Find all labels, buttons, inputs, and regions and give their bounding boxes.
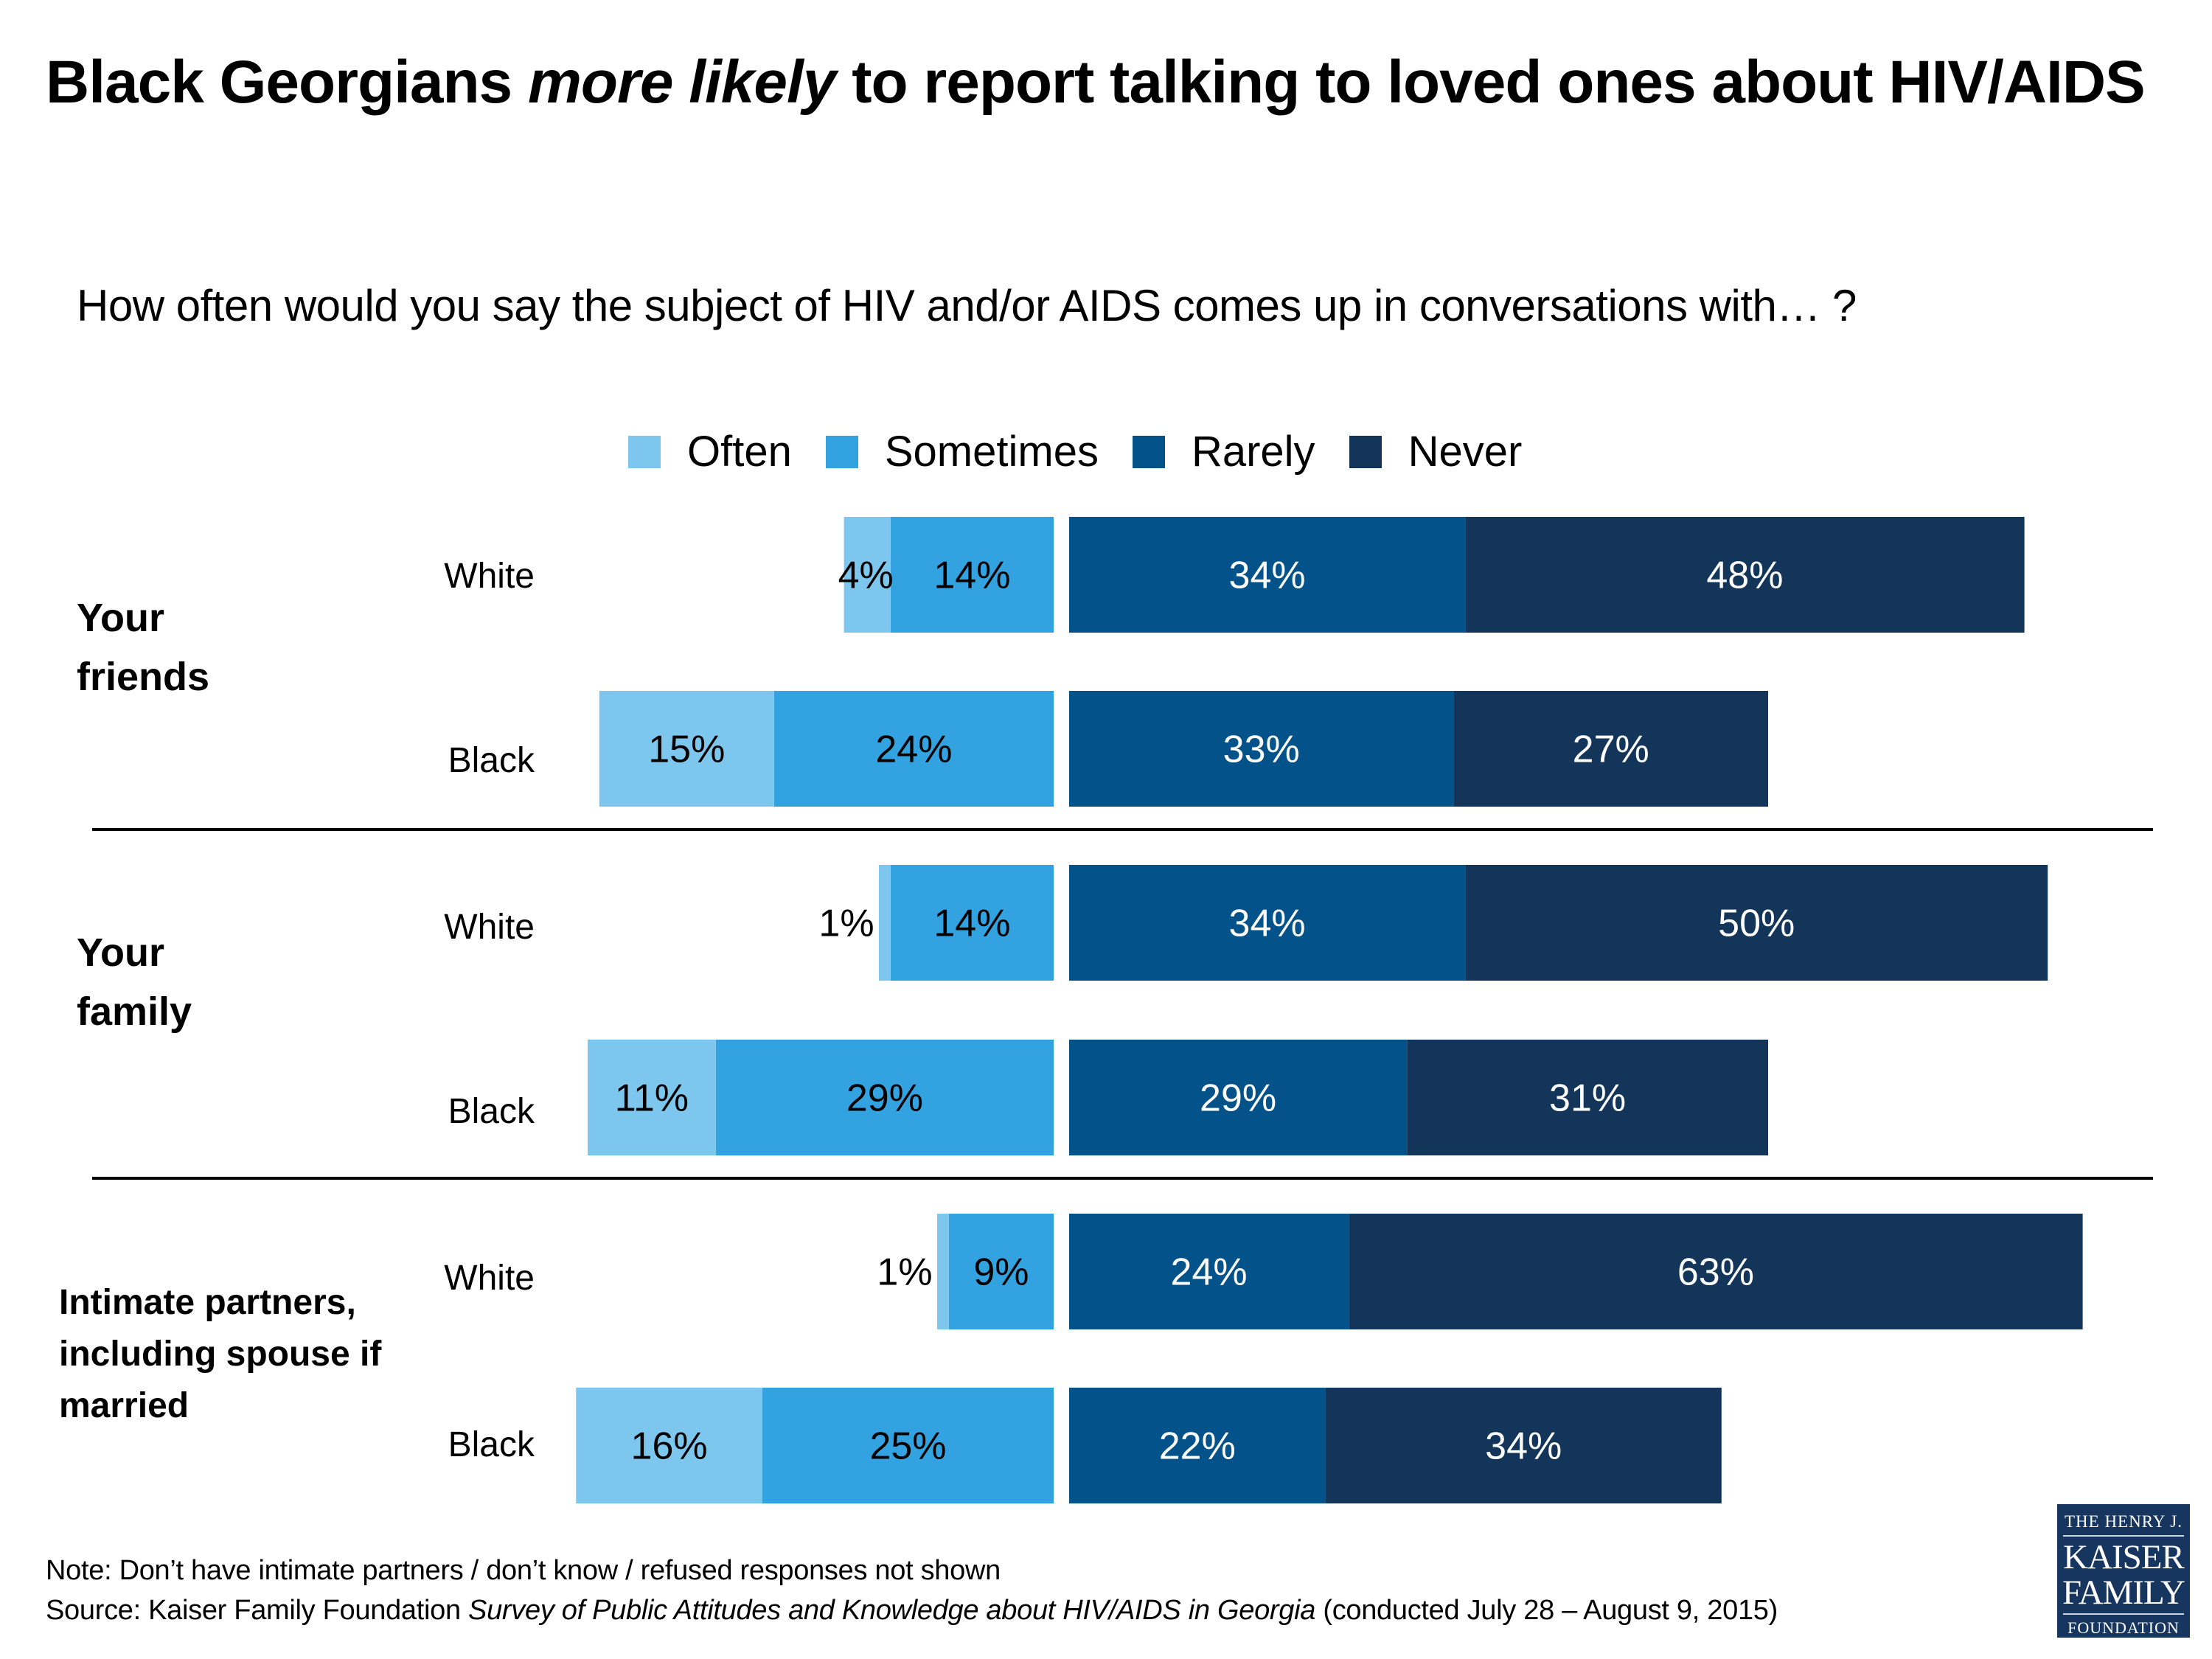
logo-rule [2063,1535,2184,1537]
legend-label-often: Often [687,428,792,476]
bar-label-often: 11% [615,1077,689,1120]
legend-label-rarely: Rarely [1191,428,1315,476]
bar-segment-never [1407,1040,1768,1155]
bar-segment-rarely [1069,691,1454,807]
bar-label-rarely: 33% [1223,728,1300,771]
bar-segment-often [599,691,774,807]
group-label-friends: Your friends [77,596,210,699]
bar-segment-never [1465,865,2048,981]
logo-line-2: KAISER [2063,1538,2185,1576]
bar-segment-sometimes [890,517,1054,633]
title-emphasis: more likely [527,49,836,116]
group-divider [92,828,2153,831]
kff-logo: THE HENRY J. KAISER FAMILY FOUNDATION [2057,1504,2190,1638]
source-prefix: Source: Kaiser Family Foundation [46,1595,469,1626]
bar-segment-often [844,517,891,633]
bar-label-often: 1% [877,1251,932,1294]
bar-label-sometimes: 29% [846,1077,923,1120]
bar-label-rarely: 34% [1229,902,1306,945]
footer-source: Source: Kaiser Family Foundation Survey … [46,1593,1778,1628]
source-suffix: (conducted July 28 – August 9, 2015) [1315,1595,1778,1626]
bar-segment-sometimes [890,865,1054,981]
bar-segment-never [1325,1388,1722,1503]
row-label-family-white: White [444,908,535,947]
legend-swatch-often [628,436,661,468]
source-title: Survey of Public Attitudes and Knowledge… [468,1595,1316,1626]
logo-line-3: FAMILY [2062,1573,2185,1612]
bar-label-sometimes: 9% [973,1251,1029,1294]
bar-segment-never [1453,691,1768,807]
bar-label-never: 31% [1549,1077,1626,1120]
group-label-partners: Intimate partners, including spouse if m… [59,1283,382,1425]
chart-title: Black Georgians more likely to report ta… [46,38,2147,127]
row-label-partners-white: White [444,1259,535,1298]
legend-swatch-rarely [1132,436,1165,468]
logo-line-4: FOUNDATION [2067,1618,2180,1637]
group-divider [92,1177,2153,1180]
bar-label-often: 4% [838,554,894,597]
legend: Often Sometimes Rarely Never [628,426,1556,478]
bar-label-rarely: 34% [1229,554,1306,597]
bar-label-sometimes: 25% [869,1425,946,1468]
bar-label-rarely: 22% [1159,1425,1236,1468]
bar-label-rarely: 24% [1171,1251,1248,1294]
bar-segment-often [937,1214,949,1329]
chart-subtitle: How often would you say the subject of H… [77,281,1857,330]
bar-segment-often [576,1388,762,1503]
bar-label-often: 16% [631,1425,708,1468]
legend-item-rarely: Rarely [1132,426,1315,478]
row-label-family-black: Black [448,1092,535,1131]
bar-segment-rarely [1069,1040,1408,1155]
bar-label-rarely: 29% [1200,1077,1276,1120]
bar-segment-never [1465,517,2025,633]
bar-segment-rarely [1069,517,1466,633]
bar-label-never: 48% [1706,554,1783,597]
bar-label-never: 34% [1485,1425,1562,1468]
bar-segment-sometimes [762,1388,1054,1503]
logo-rule [2063,1613,2184,1615]
bar-segment-sometimes [715,1040,1054,1155]
bar-segment-rarely [1069,1214,1349,1329]
legend-label-sometimes: Sometimes [884,428,1099,476]
legend-swatch-sometimes [825,436,858,468]
bar-label-never: 27% [1573,728,1649,771]
group-label-family: Your family [77,931,192,1034]
logo-line-1: THE HENRY J. [2064,1512,2183,1531]
bar-segment-often [588,1040,716,1155]
legend-item-never: Never [1349,426,1523,478]
bar-segment-often [879,865,891,981]
bar-label-sometimes: 14% [933,554,1010,597]
bar-label-sometimes: 14% [933,902,1010,945]
row-label-friends-white: White [444,557,535,596]
row-label-friends-black: Black [448,741,535,780]
row-label-partners-black: Black [448,1425,535,1464]
bar-segment-never [1349,1214,2083,1329]
bar-label-often: 15% [648,728,725,771]
bar-label-never: 63% [1677,1251,1754,1294]
bar-label-never: 50% [1718,902,1795,945]
legend-item-often: Often [628,426,792,478]
bar-segment-rarely [1069,865,1466,981]
legend-swatch-never [1349,436,1382,468]
bar-segment-sometimes [948,1214,1054,1329]
footer-note: Note: Don’t have intimate partners / don… [46,1555,1001,1586]
bar-label-often: 1% [818,902,874,945]
bar-label-sometimes: 24% [875,728,952,771]
title-text-end: to report talking to loved ones about HI… [835,49,2146,116]
legend-item-sometimes: Sometimes [825,426,1099,478]
bar-segment-rarely [1069,1388,1326,1503]
title-text: Black Georgians [46,49,528,116]
bar-segment-sometimes [773,691,1054,807]
legend-label-never: Never [1408,428,1523,476]
